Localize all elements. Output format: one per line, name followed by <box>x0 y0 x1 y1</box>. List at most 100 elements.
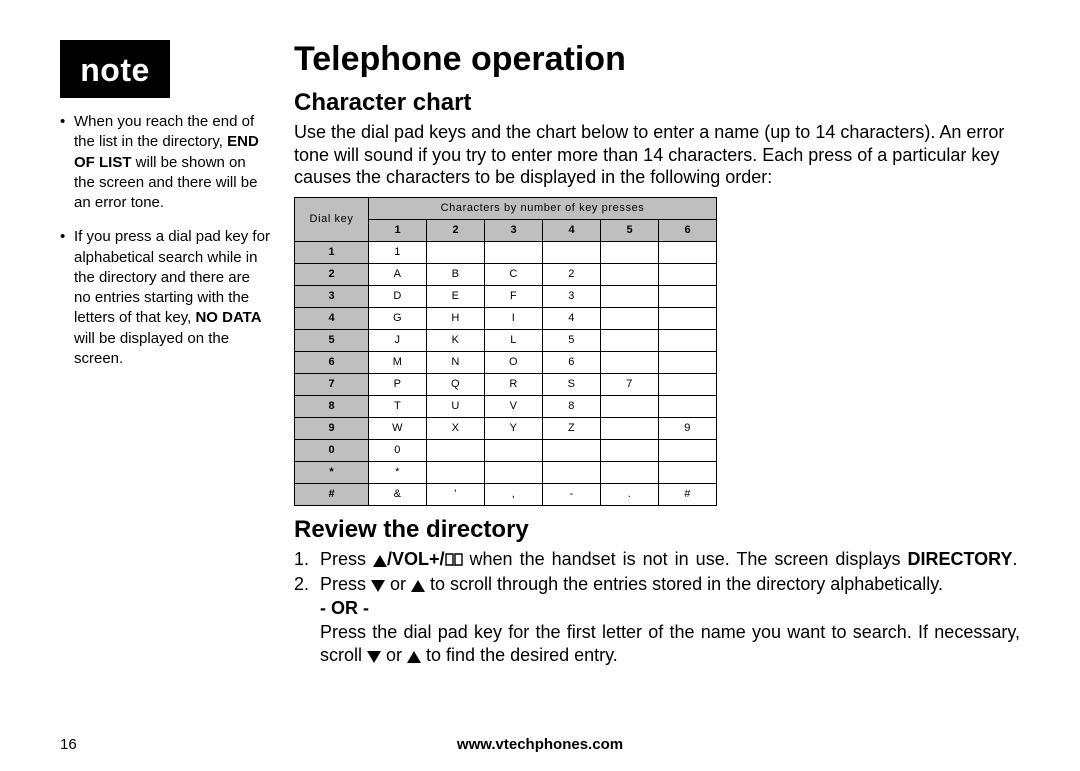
char-cell: . <box>601 483 659 505</box>
char-cell: U <box>427 395 485 417</box>
char-cell <box>601 241 659 263</box>
char-cell: A <box>369 263 427 285</box>
table-row: 9WXYZ9 <box>295 417 717 439</box>
table-row: 8TUV8 <box>295 395 717 417</box>
char-cell <box>659 285 717 307</box>
dial-key-cell: 7 <box>295 373 369 395</box>
char-cell: ' <box>427 483 485 505</box>
section-heading: Character chart <box>294 89 1020 117</box>
step-text: when the handset is not in use. The scre… <box>463 549 908 569</box>
char-cell: 3 <box>543 285 601 307</box>
step-text: . <box>1012 549 1017 569</box>
char-cell <box>659 329 717 351</box>
character-chart-table: Dial key Characters by number of key pre… <box>294 197 717 506</box>
char-cell <box>659 439 717 461</box>
char-cell: 1 <box>369 241 427 263</box>
group-header: Characters by number of key presses <box>369 197 717 219</box>
step-item: Press /VOL+/ when the handset is not in … <box>294 548 1020 571</box>
dial-key-cell: 0 <box>295 439 369 461</box>
char-cell: 2 <box>543 263 601 285</box>
char-cell: & <box>369 483 427 505</box>
step-item: Press or to scroll through the entries s… <box>294 573 1020 596</box>
char-cell: J <box>369 329 427 351</box>
char-cell: K <box>427 329 485 351</box>
book-icon <box>445 553 463 567</box>
press-column-header: 5 <box>601 219 659 241</box>
char-cell <box>659 307 717 329</box>
dial-key-cell: 9 <box>295 417 369 439</box>
page-footer: 16 www.vtechphones.com <box>60 736 1020 753</box>
char-cell: W <box>369 417 427 439</box>
char-cell: * <box>369 461 427 483</box>
char-cell <box>485 439 543 461</box>
char-cell <box>427 461 485 483</box>
dial-key-cell: 8 <box>295 395 369 417</box>
char-cell <box>485 461 543 483</box>
table-row: 4GHI4 <box>295 307 717 329</box>
triangle-up-icon <box>373 555 387 567</box>
dial-key-cell: 2 <box>295 263 369 285</box>
char-cell: X <box>427 417 485 439</box>
triangle-up-icon <box>411 580 425 592</box>
step-text: Press <box>320 549 373 569</box>
note-item: If you press a dial pad key for alphabet… <box>60 227 270 369</box>
triangle-down-icon <box>367 651 381 663</box>
triangle-down-icon <box>371 580 385 592</box>
char-cell <box>601 461 659 483</box>
table-row: 11 <box>295 241 717 263</box>
table-row: 6MNO6 <box>295 351 717 373</box>
main-content: Telephone operation Character chart Use … <box>294 40 1020 667</box>
char-cell: R <box>485 373 543 395</box>
char-cell: 5 <box>543 329 601 351</box>
char-cell: G <box>369 307 427 329</box>
dial-key-cell: 1 <box>295 241 369 263</box>
char-cell: 8 <box>543 395 601 417</box>
char-cell <box>659 461 717 483</box>
step-text: or <box>385 574 411 594</box>
table-row: 7PQRS7 <box>295 373 717 395</box>
char-cell: O <box>485 351 543 373</box>
char-cell: D <box>369 285 427 307</box>
table-header-row: Dial key Characters by number of key pre… <box>295 197 717 219</box>
triangle-up-icon <box>407 651 421 663</box>
page-number: 16 <box>60 736 77 753</box>
press-column-header: 4 <box>543 219 601 241</box>
char-cell: Q <box>427 373 485 395</box>
content-row: note When you reach the end of the list … <box>60 40 1020 667</box>
char-cell: 6 <box>543 351 601 373</box>
or-label: - OR - <box>294 598 1020 619</box>
char-cell: P <box>369 373 427 395</box>
char-cell: C <box>485 263 543 285</box>
dial-key-cell: 3 <box>295 285 369 307</box>
table-row: 2ABC2 <box>295 263 717 285</box>
dial-key-cell: 6 <box>295 351 369 373</box>
char-cell <box>543 439 601 461</box>
char-cell: , <box>485 483 543 505</box>
step-text: or <box>381 645 407 665</box>
press-column-header: 2 <box>427 219 485 241</box>
char-cell <box>659 263 717 285</box>
table-row: 00 <box>295 439 717 461</box>
char-cell <box>601 395 659 417</box>
char-cell: M <box>369 351 427 373</box>
char-cell <box>601 417 659 439</box>
table-row: #&',-.# <box>295 483 717 505</box>
char-cell: 4 <box>543 307 601 329</box>
char-cell: Y <box>485 417 543 439</box>
note-list: When you reach the end of the list in th… <box>60 112 270 369</box>
note-bold: NO DATA <box>195 309 261 326</box>
char-cell <box>485 241 543 263</box>
char-cell: V <box>485 395 543 417</box>
char-cell: F <box>485 285 543 307</box>
char-cell: 0 <box>369 439 427 461</box>
dial-key-cell: * <box>295 461 369 483</box>
char-cell: - <box>543 483 601 505</box>
vol-label: /VOL+/ <box>387 549 445 569</box>
review-steps: Press /VOL+/ when the handset is not in … <box>294 548 1020 596</box>
press-column-header: 6 <box>659 219 717 241</box>
note-badge: note <box>60 40 170 98</box>
char-cell <box>543 461 601 483</box>
press-column-header: 1 <box>369 219 427 241</box>
note-sidebar: note When you reach the end of the list … <box>60 40 270 667</box>
char-cell <box>427 439 485 461</box>
